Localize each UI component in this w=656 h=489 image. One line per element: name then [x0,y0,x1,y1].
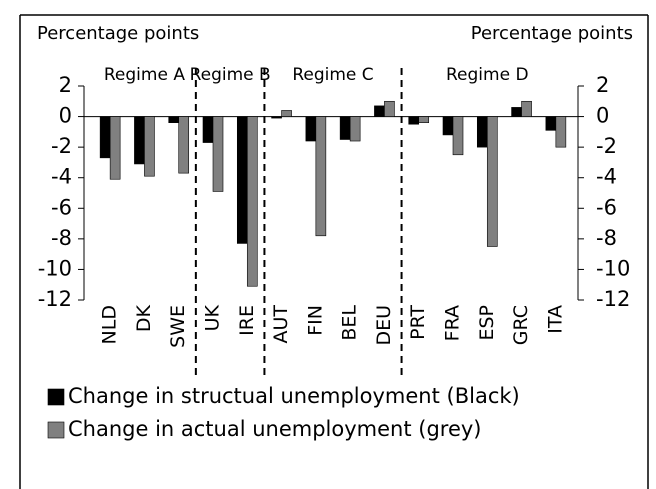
x-tick-label: ITA [544,305,566,334]
x-tick-label: ESP [476,305,498,341]
x-tick-label: AUT [270,305,292,344]
y2-tick-label: -2 [596,134,617,158]
y2-tick-label: -10 [596,256,630,280]
y-tick-label: -4 [51,165,72,189]
x-tick-label: DEU [373,305,395,346]
x-tick-label: FRA [442,305,464,341]
y-tick-label: -10 [38,256,72,280]
y2-tick-label: 2 [596,73,609,97]
y2-tick-label: -12 [596,287,630,311]
bar [476,116,488,148]
x-tick-label: PRT [407,305,429,340]
bar [168,116,180,123]
y-tick-label: -6 [51,195,72,219]
legend-label: Change in actual unemployment (grey) [68,417,482,441]
x-tick-label: UK [202,304,224,331]
bar [281,110,292,117]
bar [99,116,111,159]
bar [339,116,351,140]
bar [511,107,522,117]
y-tick-label: -8 [51,226,72,250]
bar [408,116,420,125]
bar [384,100,395,117]
bar [452,116,464,156]
bar [486,116,498,247]
x-tick-label: DK [133,304,155,332]
y-tick-label: 2 [59,73,72,97]
x-tick-label: BEL [339,305,361,341]
bar [134,116,145,165]
x-tick-label: SWE [167,305,189,348]
bar [349,116,361,142]
bar [442,116,454,136]
y2-tick-label: -6 [596,195,617,219]
legend-swatch [47,421,65,439]
y2-axis-label: Percentage points [471,23,633,44]
bar [236,116,248,244]
legend-label: Change in structual unemployment (Black) [68,384,520,408]
bar [305,116,317,142]
y-tick-label: -12 [38,287,72,311]
y2-tick-label: -8 [596,226,617,250]
bar [418,116,430,123]
regime-label: Regime B [190,65,271,85]
y2-tick-label: 0 [596,104,609,128]
y-tick-label: 0 [59,104,72,128]
regime-label: Regime A [104,65,185,85]
bar [315,116,327,237]
x-tick-label: NLD [99,305,121,344]
bar [202,116,214,143]
bar [555,116,567,148]
x-tick-label: GRC [510,305,532,345]
x-tick-label: FIN [304,305,326,336]
y2-tick-label: -4 [596,165,617,189]
bar [212,116,224,192]
bar [271,116,282,119]
regime-label: Regime D [446,65,529,85]
y-tick-label: -2 [51,134,72,158]
bar [144,116,155,177]
regime-label: Regime C [292,65,373,85]
bar [521,100,532,117]
bar [178,116,190,174]
bar [374,105,385,117]
bar [545,116,557,131]
bar [109,116,121,180]
legend-swatch [47,388,65,406]
x-tick-label: IRE [236,305,258,336]
y-axis-label: Percentage points [37,23,199,44]
bar [246,116,258,287]
